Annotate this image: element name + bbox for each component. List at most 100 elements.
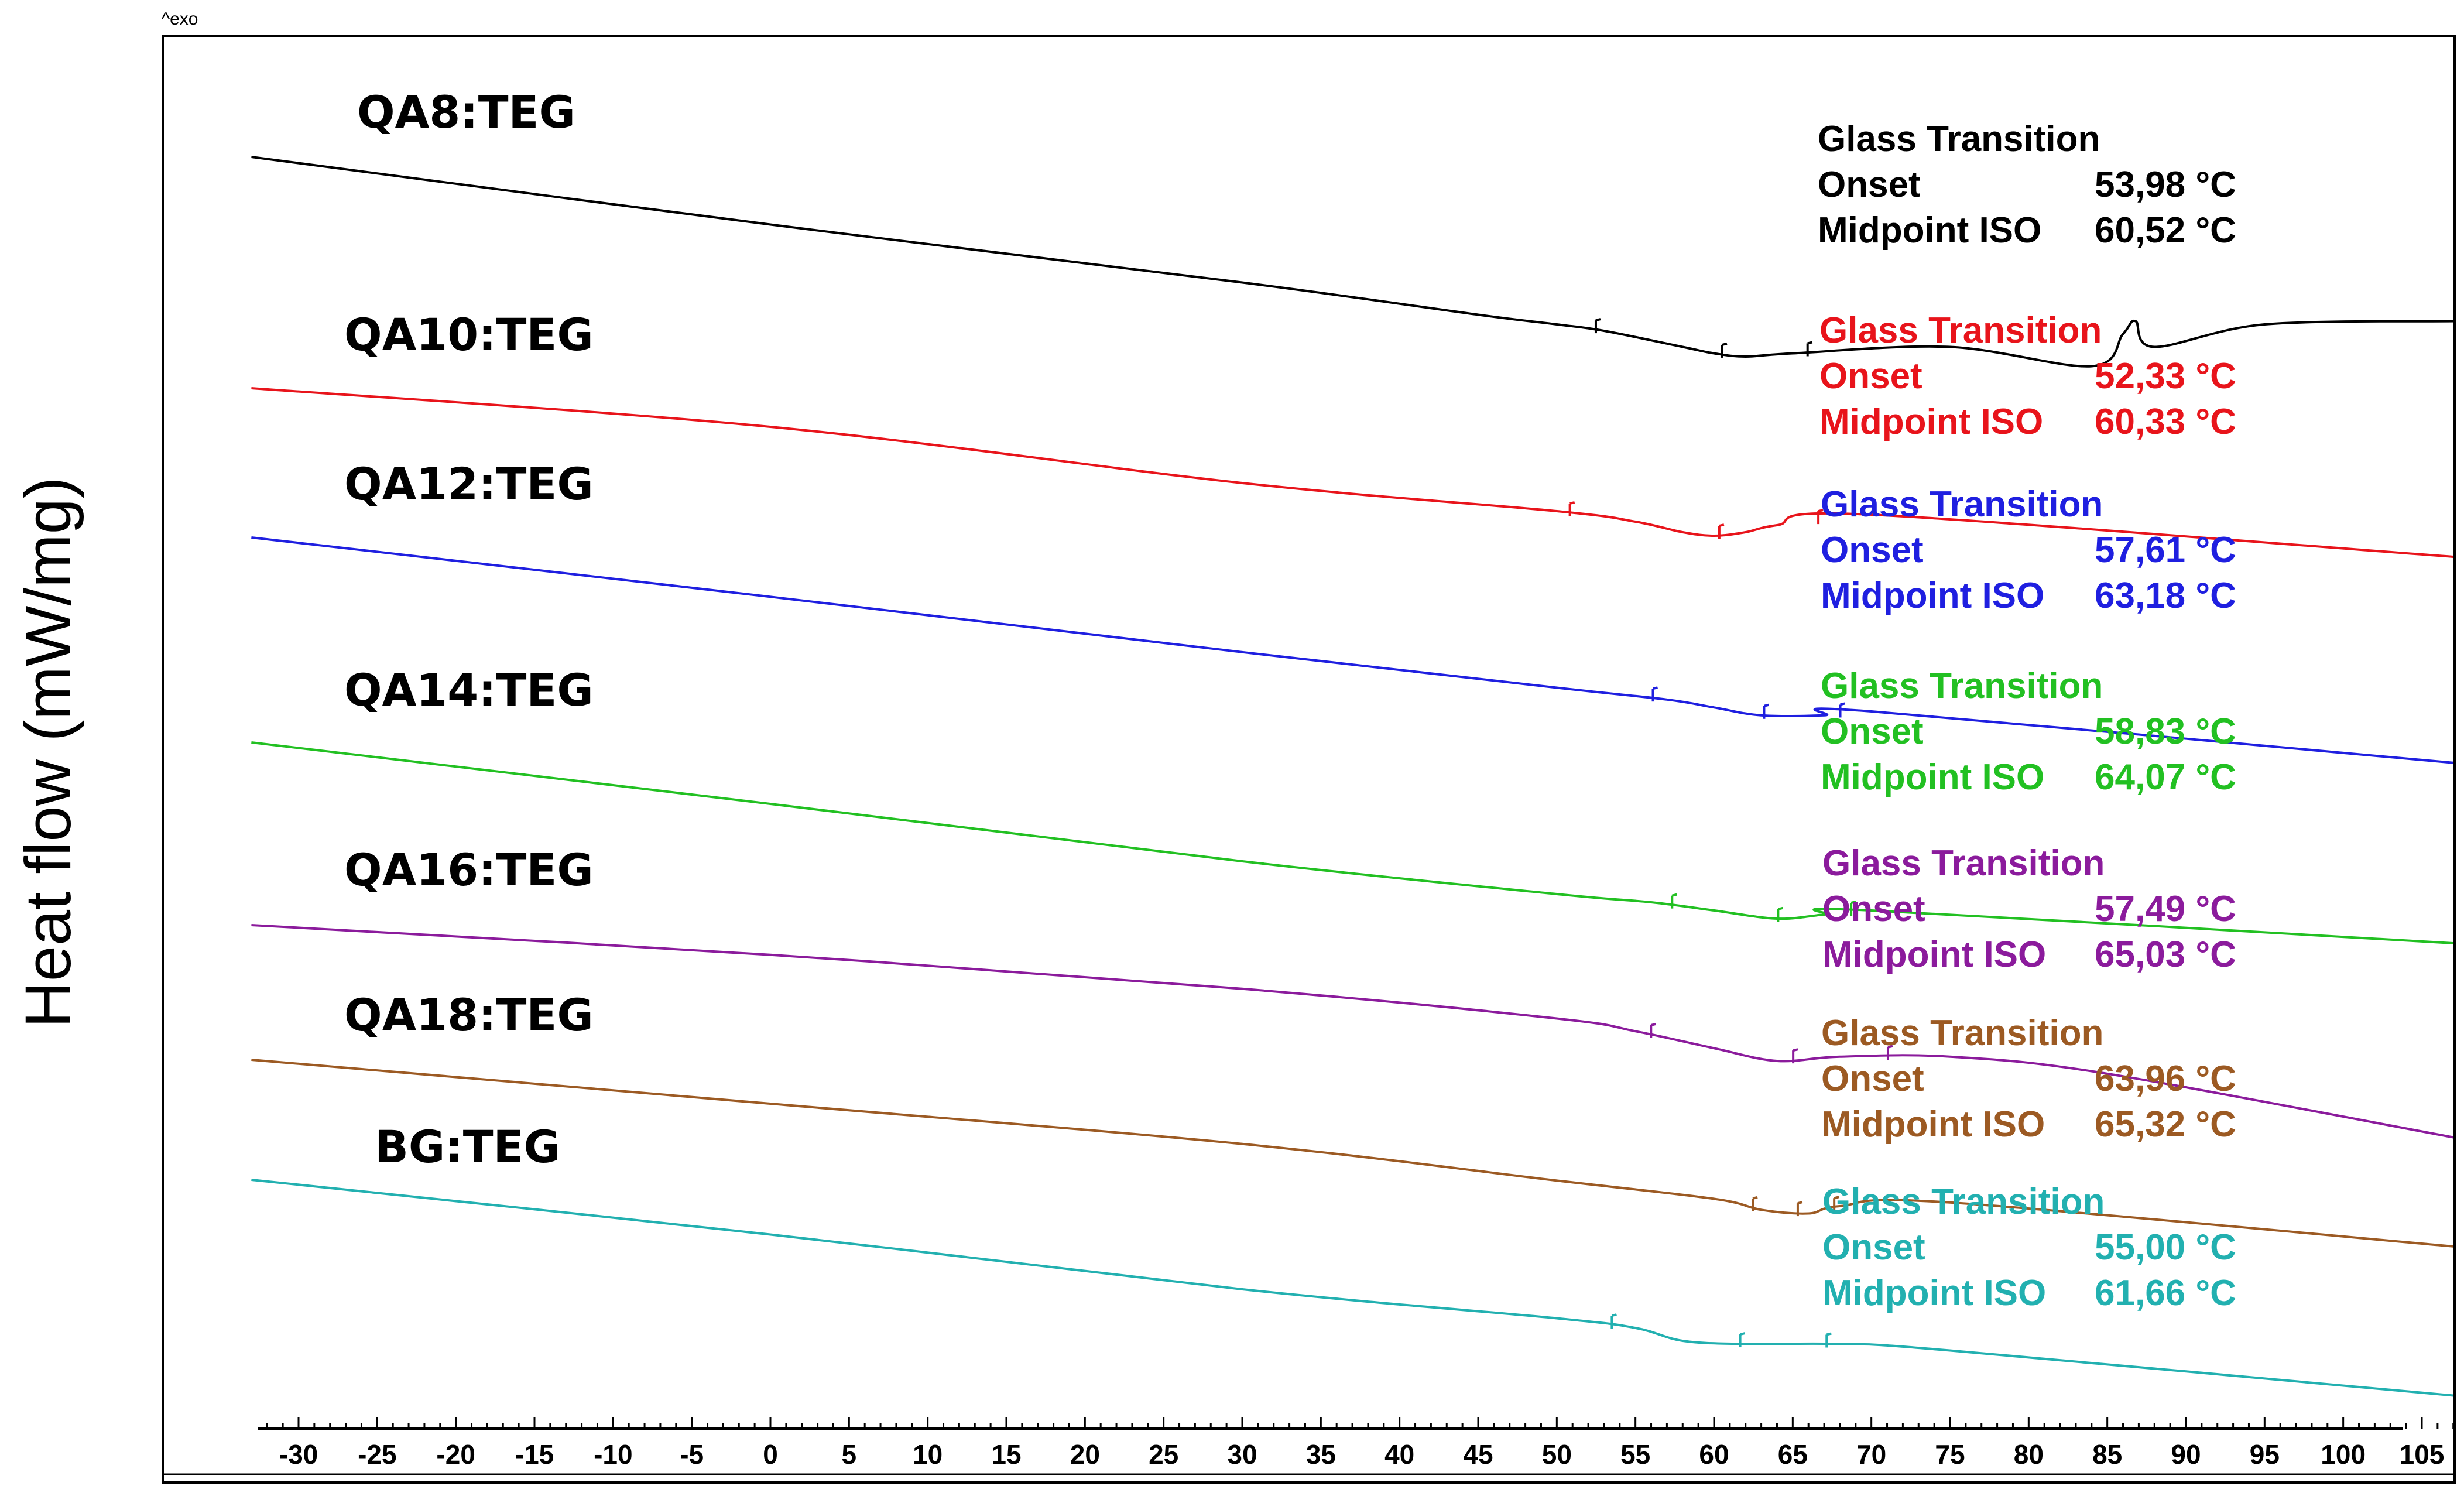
annotation-onset-value: 57,61 °C: [2095, 530, 2236, 570]
plot-frame: [162, 35, 2456, 1484]
tg-marker-flag: [1595, 318, 1601, 322]
x-tick-label: -10: [594, 1439, 632, 1470]
transition-markers: [1568, 318, 1893, 1348]
sample-labels: QA8:TEG QA10:TEG QA12:TEG QA14:TEG QA16:TEG Q…: [344, 86, 594, 1173]
tg-marker-flag: [1653, 686, 1658, 690]
x-axis-ticks: [266, 1417, 2455, 1429]
x-tick-label: 10: [913, 1439, 943, 1470]
x-tick-label: 40: [1384, 1439, 1414, 1470]
series-line: [251, 1179, 2453, 1397]
annotation-title: Glass Transition: [1821, 484, 2103, 525]
annotation-midpoint-value: 60,33 °C: [2095, 402, 2236, 442]
annotation-onset-value: 52,33 °C: [2095, 356, 2236, 396]
series-line: [251, 924, 2454, 1139]
x-tick-label: 105: [2400, 1439, 2445, 1470]
tg-marker-flag: [1752, 1196, 1758, 1200]
tg-marker-flag: [1818, 509, 1824, 513]
annotation-midpoint-label: Midpoint ISO: [1822, 934, 2046, 975]
x-tick-label: 80: [2014, 1439, 2044, 1470]
x-tick-label: 15: [991, 1439, 1021, 1470]
annotation-title: Glass Transition: [1819, 310, 2102, 351]
series-line: [251, 156, 2453, 368]
annotation-midpoint-label: Midpoint ISO: [1822, 1273, 2046, 1313]
annotation-onset-label: Onset: [1821, 1059, 1924, 1099]
series-line: [251, 536, 2453, 764]
tg-marker-flag: [1834, 1196, 1839, 1200]
annotation-onset-label: Onset: [1821, 711, 1924, 752]
tg-marker-flag: [1740, 1332, 1746, 1336]
annotation-midpoint-value: 65,32 °C: [2095, 1104, 2236, 1145]
exo-marker: ^exo: [162, 9, 198, 29]
sample-label: QA12:TEG: [344, 458, 594, 510]
x-tick-label: -30: [279, 1439, 318, 1470]
sample-label: QA14:TEG: [344, 664, 594, 716]
tg-marker-flag: [1611, 1313, 1617, 1317]
x-tick-label: 25: [1149, 1439, 1178, 1470]
annotation-midpoint-value: 65,03 °C: [2095, 934, 2236, 975]
annotation-onset-label: Onset: [1819, 356, 1922, 396]
annotation-title: Glass Transition: [1821, 666, 2103, 706]
tg-marker-flag: [1671, 893, 1677, 897]
annotation-midpoint-label: Midpoint ISO: [1819, 402, 2043, 442]
tg-marker-flag: [1719, 523, 1725, 527]
x-tick-label: 35: [1306, 1439, 1336, 1470]
tg-marker-flag: [1569, 501, 1575, 505]
tg-marker-flag: [1807, 341, 1813, 345]
x-tick-label: 95: [2250, 1439, 2280, 1470]
x-tick-label: 45: [1463, 1439, 1493, 1470]
annotation-onset-value: 57,49 °C: [2095, 889, 2236, 929]
annotation-midpoint-label: Midpoint ISO: [1818, 210, 2041, 251]
sample-label: QA16:TEG: [344, 844, 594, 896]
annotation-midpoint-value: 61,66 °C: [2095, 1273, 2236, 1313]
annotation-midpoint-value: 64,07 °C: [2095, 757, 2236, 797]
x-tick-label: 0: [763, 1439, 778, 1470]
sample-label: QA10:TEG: [344, 309, 594, 361]
x-tick-label: -20: [436, 1439, 475, 1470]
x-tick-label: 5: [842, 1439, 857, 1470]
tg-marker-flag: [1840, 702, 1846, 706]
x-tick-label: 90: [2171, 1439, 2201, 1470]
x-tick-label: -25: [358, 1439, 396, 1470]
annotation-title: Glass Transition: [1821, 1013, 2103, 1053]
series-line: [251, 1059, 2453, 1248]
annotation-midpoint-label: Midpoint ISO: [1821, 757, 2044, 797]
y-axis-label: Heat flow (mW/mg): [12, 477, 84, 1028]
series-line: [251, 741, 2453, 944]
tg-marker-flag: [1793, 1048, 1798, 1052]
tg-marker-flag: [1797, 1201, 1803, 1205]
x-axis-tick-labels: -30 -25 -20 -15 -10 -5 0 5 10 15 20 25 30 35 40 45 50 55 6…: [279, 1439, 2445, 1470]
annotation-title: Glass Transition: [1822, 843, 2105, 884]
annotation-onset-label: Onset: [1818, 165, 1921, 205]
tg-marker-flag: [1887, 1045, 1893, 1049]
annotation-midpoint-value: 60,52 °C: [2095, 210, 2236, 251]
series-line: [251, 387, 2453, 558]
x-tick-label: 30: [1227, 1439, 1257, 1470]
x-tick-label: -5: [680, 1439, 704, 1470]
x-tick-label: 75: [1935, 1439, 1965, 1470]
annotation-midpoint-label: Midpoint ISO: [1821, 576, 2044, 616]
annotation-midpoint-label: Midpoint ISO: [1821, 1104, 2045, 1145]
x-tick-label: 60: [1699, 1439, 1729, 1470]
x-tick-label: 100: [2321, 1439, 2366, 1470]
annotation-onset-value: 53,98 °C: [2095, 165, 2236, 205]
x-tick-label: 55: [1620, 1439, 1650, 1470]
x-tick-label: 65: [1778, 1439, 1808, 1470]
sample-label: QA8:TEG: [357, 86, 575, 138]
x-tick-label: 50: [1542, 1439, 1572, 1470]
annotation-onset-value: 63,96 °C: [2095, 1059, 2236, 1099]
annotation-onset-value: 55,00 °C: [2095, 1227, 2236, 1268]
tg-marker-flag: [1850, 901, 1856, 904]
tg-marker-flag: [1722, 342, 1728, 346]
glass-transition-annotations: Glass Transition Onset 53,98 °C Midpoint IS…: [1818, 119, 2236, 1313]
annotation-onset-value: 58,83 °C: [2095, 711, 2236, 752]
annotation-title: Glass Transition: [1822, 1182, 2105, 1222]
tg-marker-flag: [1777, 906, 1783, 910]
x-tick-label: 70: [1856, 1439, 1886, 1470]
sample-label: QA18:TEG: [344, 989, 594, 1041]
annotation-onset-label: Onset: [1822, 889, 1925, 929]
annotation-onset-label: Onset: [1822, 1227, 1925, 1268]
tg-marker-flag: [1763, 703, 1769, 707]
tg-marker-flag: [1650, 1023, 1656, 1026]
